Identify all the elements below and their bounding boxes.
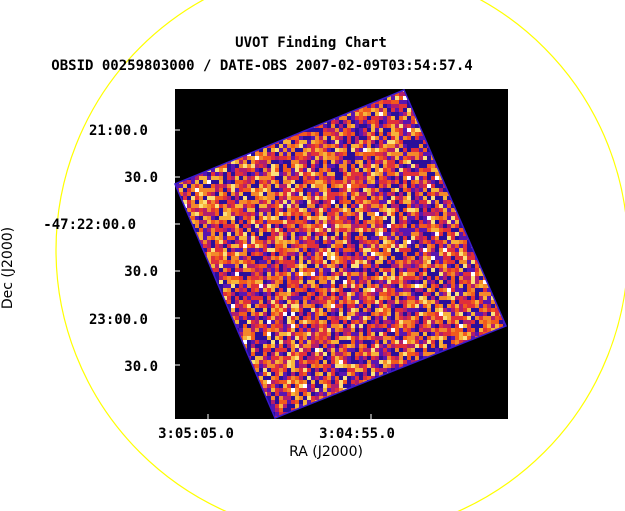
y-tick-label: 30.0 <box>124 170 158 186</box>
x-tick-label: 3:04:55.0 <box>319 426 395 442</box>
y-tick-label: -47:22:00.0 <box>43 217 136 233</box>
chart-title: UVOT Finding Chart <box>235 35 387 51</box>
y-tick-label: 21:00.0 <box>89 123 148 139</box>
image-border <box>174 89 507 419</box>
y-tick-label: 30.0 <box>124 264 158 280</box>
y-tick-label: 23:00.0 <box>89 312 148 328</box>
y-tick-label: 30.0 <box>124 359 158 375</box>
y-axis-label: Dec (J2000) <box>0 227 16 309</box>
x-tick-label: 3:05:05.0 <box>158 426 234 442</box>
frame-ticks <box>175 129 372 419</box>
field-circle <box>55 0 625 511</box>
x-axis-label: RA (J2000) <box>289 444 363 460</box>
chart-subtitle: OBSID 00259803000 / DATE-OBS 2007-02-09T… <box>51 58 472 74</box>
